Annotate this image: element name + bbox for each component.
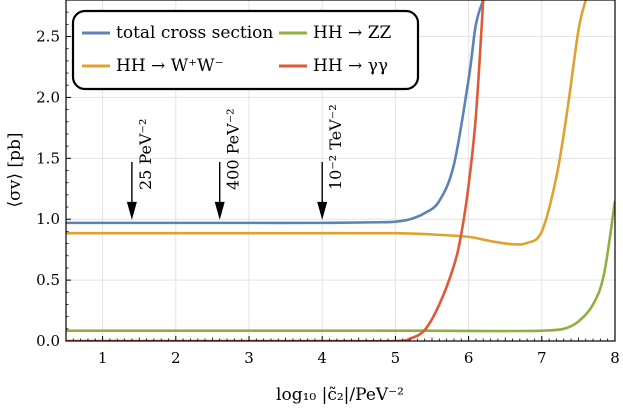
x-tick-label: 5: [391, 349, 401, 367]
x-axis-title: log₁₀ |c̃₂|/PeV⁻²: [276, 385, 404, 405]
annotation-label: 10⁻² TeV⁻²: [326, 104, 345, 190]
y-tick-label: 0.5: [36, 271, 60, 289]
annotation-arrow-head: [317, 201, 328, 220]
series-line-3: [66, 0, 485, 341]
y-tick-label: 2.5: [36, 28, 60, 46]
legend-label-gammagamma: HH → γγ: [313, 56, 388, 76]
annotation-label: 400 PeV⁻²: [224, 108, 243, 190]
legend-label-zz: HH → ZZ: [313, 23, 392, 43]
plot-frame: [65, 0, 616, 342]
x-tick-label: 3: [244, 349, 254, 367]
y-tick-label: 2.0: [36, 88, 60, 106]
x-tick-label: 6: [464, 349, 474, 367]
y-tick-label: 1.5: [36, 149, 60, 167]
series-line-1: [66, 0, 587, 246]
x-tick-label: 8: [610, 349, 620, 367]
y-tick-label: 1.0: [36, 210, 60, 228]
annotations: 25 PeV⁻² 400 PeV⁻² 10⁻² TeV⁻²: [126, 104, 345, 220]
annotation-arrow-head: [214, 201, 225, 220]
series-group: [66, 0, 615, 341]
annotation-label: 25 PeV⁻²: [136, 119, 155, 190]
axes: 1 2 3 4 5 6 7 8 0.0 0.5 1.0 1.5 2.0 2.5: [36, 0, 620, 367]
series-line-0: [66, 0, 485, 225]
series-line-2: [66, 200, 615, 333]
legend: total cross section HH → ZZ HH → W⁺W⁻ HH…: [71, 9, 420, 91]
annotation-arrow-head: [126, 201, 137, 220]
legend-label-total: total cross section: [116, 23, 273, 43]
y-axis-title: ⟨σv⟩ [pb]: [5, 133, 25, 208]
x-tick-label: 7: [537, 349, 547, 367]
x-tick-label: 4: [317, 349, 327, 367]
x-tick-label: 2: [171, 349, 181, 367]
legend-label-ww: HH → W⁺W⁻: [116, 56, 224, 76]
y-tick-label: 0.0: [36, 332, 60, 350]
legend-box: [71, 9, 420, 91]
x-tick-label: 1: [98, 349, 108, 367]
